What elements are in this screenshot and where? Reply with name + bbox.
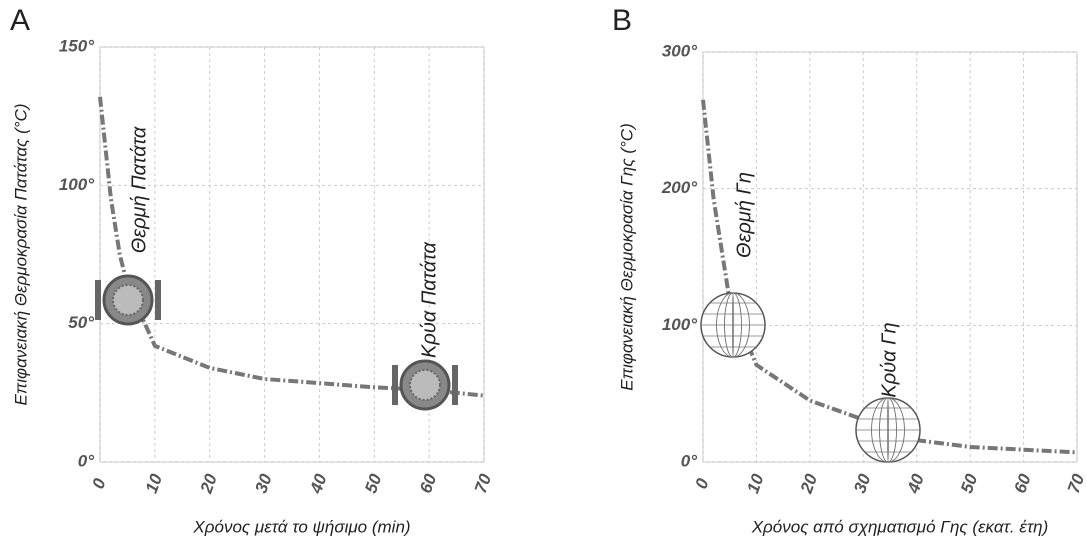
fork bbox=[95, 280, 101, 320]
y-tick-label: 100° bbox=[662, 315, 697, 334]
y-axis-label: Επιφανειακή Θερμοκρασία Πατάτας (°C) bbox=[11, 104, 30, 406]
annotation: Θερμή Πατάτα bbox=[128, 126, 150, 253]
potato bbox=[112, 284, 144, 316]
x-tick-label: 20 bbox=[196, 471, 221, 497]
annotation: Κρύα Γη bbox=[878, 322, 900, 397]
x-tick-label: 10 bbox=[142, 471, 167, 496]
fork bbox=[392, 365, 398, 405]
meridian bbox=[871, 397, 905, 463]
y-tick-label: 200° bbox=[661, 178, 697, 197]
x-tick-label: 40 bbox=[306, 471, 331, 497]
x-tick-label: 10 bbox=[743, 471, 768, 496]
y-tick-label: 100° bbox=[59, 175, 94, 194]
x-tick-label: 50 bbox=[361, 471, 386, 496]
y-axis-label: Επιφανειακή Θερμοκρασία Γης (°C) bbox=[617, 123, 636, 391]
panel-label: A bbox=[10, 4, 30, 37]
x-tick-label: 20 bbox=[796, 471, 821, 497]
x-tick-label: 0 bbox=[691, 475, 712, 491]
y-tick-label: 50° bbox=[68, 313, 94, 332]
annotation: Θερμή Γη bbox=[733, 172, 755, 258]
x-axis-label: Χρόνος από σχηματισμό Γης (εκατ. έτη) bbox=[751, 517, 1049, 536]
meridian bbox=[716, 292, 750, 358]
y-tick-label: 0° bbox=[78, 451, 94, 470]
x-tick-label: 70 bbox=[1064, 471, 1087, 496]
x-tick-label: 60 bbox=[416, 471, 441, 496]
y-tick-label: 150° bbox=[59, 36, 94, 55]
x-axis-label: Χρόνος μετά το ψήσιμο (min) bbox=[192, 517, 410, 536]
x-tick-label: 50 bbox=[957, 471, 982, 496]
x-tick-label: 70 bbox=[471, 471, 496, 496]
panel-label: B bbox=[612, 4, 632, 37]
knife bbox=[155, 280, 161, 320]
potato bbox=[409, 369, 441, 401]
data-line bbox=[701, 99, 1078, 455]
annotation: Κρύα Πατάτα bbox=[418, 241, 440, 357]
x-tick-label: 30 bbox=[850, 471, 875, 496]
x-tick-label: 30 bbox=[251, 471, 276, 496]
x-tick-label: 40 bbox=[903, 471, 928, 497]
x-tick-label: 0 bbox=[88, 475, 109, 491]
y-tick-label: 0° bbox=[681, 451, 697, 470]
knife bbox=[452, 365, 458, 405]
y-tick-label: 300° bbox=[662, 41, 697, 60]
x-tick-label: 60 bbox=[1010, 471, 1035, 496]
